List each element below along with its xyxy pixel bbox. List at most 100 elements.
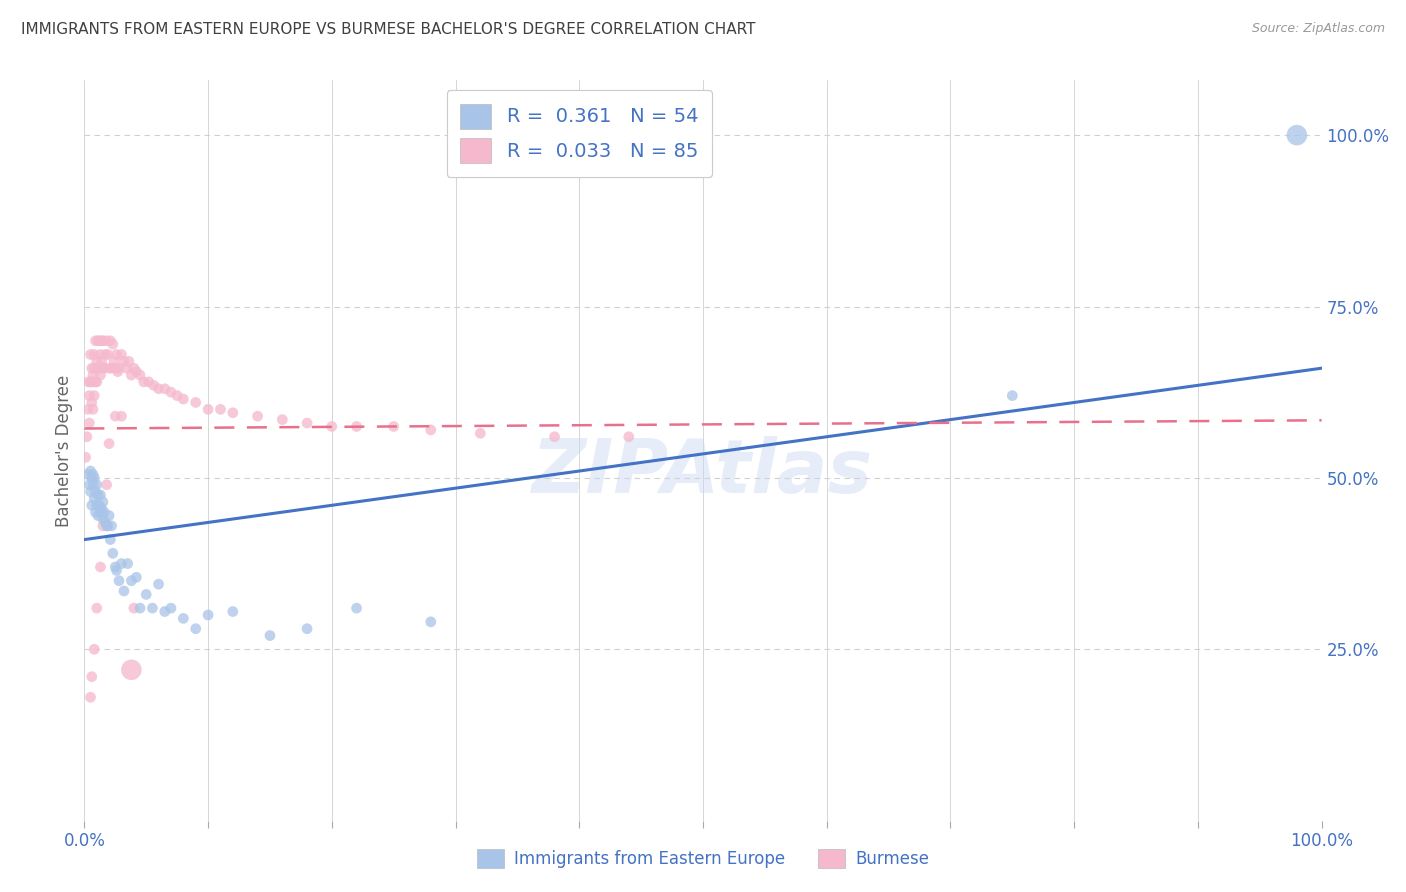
Point [89,488,111,502]
Text: ZIPAtlas: ZIPAtlas [533,436,873,509]
Point [86,477,108,491]
Point [120,663,142,677]
Point [84,484,107,499]
Point [108,361,131,376]
Point [96,519,118,533]
Point [166,389,188,403]
Legend: R =  0.361   N = 54, R =  0.033   N = 85: R = 0.361 N = 54, R = 0.033 N = 85 [447,90,711,177]
Point [112,584,135,599]
Point [83,361,105,376]
Point [197,402,219,417]
Point [82,467,104,482]
Point [115,361,138,376]
Point [295,416,318,430]
Point [470,426,492,441]
Point [172,611,194,625]
Point [79,347,101,361]
Point [80,361,103,376]
Point [87,361,110,376]
Point [184,622,207,636]
Point [1001,389,1024,403]
Text: IMMIGRANTS FROM EASTERN EUROPE VS BURMESE BACHELOR'S DEGREE CORRELATION CHART: IMMIGRANTS FROM EASTERN EUROPE VS BURMES… [21,22,755,37]
Point [101,546,124,560]
Point [89,361,111,376]
Point [104,409,127,424]
Point [160,601,183,615]
Point [86,601,108,615]
Point [153,605,176,619]
Point [79,416,101,430]
Text: Source: ZipAtlas.com: Source: ZipAtlas.com [1251,22,1385,36]
Point [79,375,101,389]
Point [295,622,318,636]
Point [98,334,121,348]
Point [419,423,441,437]
Point [172,392,194,406]
Point [101,337,124,351]
Point [89,498,111,512]
Legend: Immigrants from Eastern Europe, Burmese: Immigrants from Eastern Europe, Burmese [471,842,935,875]
Point [132,375,155,389]
Point [110,409,132,424]
Point [98,508,121,523]
Point [135,587,157,601]
Point [90,334,112,348]
Point [118,354,141,368]
Point [83,471,105,485]
Point [259,629,281,643]
Point [89,347,111,361]
Point [82,477,104,491]
Point [346,419,368,434]
Point [100,519,122,533]
Point [122,361,145,376]
Point [94,347,117,361]
Point [103,354,125,368]
Point [80,395,103,409]
Point [86,354,108,368]
Point [96,477,118,491]
Point [617,430,640,444]
Point [125,570,148,584]
Point [543,430,565,444]
Point [104,560,127,574]
Point [89,368,111,382]
Point [98,361,121,376]
Point [321,419,343,434]
Point [89,505,111,519]
Point [160,385,183,400]
Point [91,519,114,533]
Point [222,406,245,420]
Point [77,467,100,482]
Point [79,477,101,491]
Point [120,574,142,588]
Point [91,334,114,348]
Point [129,601,152,615]
Point [90,501,112,516]
Point [100,361,122,376]
Point [91,495,114,509]
Point [80,375,103,389]
Point [105,563,128,577]
Point [97,347,120,361]
Point [122,601,145,615]
Point [84,334,107,348]
Point [271,412,294,426]
Point [83,642,105,657]
Point [83,491,105,506]
Point [98,533,121,547]
Point [120,368,142,382]
Point [197,607,219,622]
Point [104,361,127,376]
Point [75,450,97,465]
Point [89,334,111,348]
Point [87,508,110,523]
Point [94,516,117,530]
Point [76,430,98,444]
Point [246,409,269,424]
Point [79,690,101,705]
Point [96,334,118,348]
Point [90,354,112,368]
Point [93,361,115,376]
Point [148,577,170,591]
Point [91,361,114,376]
